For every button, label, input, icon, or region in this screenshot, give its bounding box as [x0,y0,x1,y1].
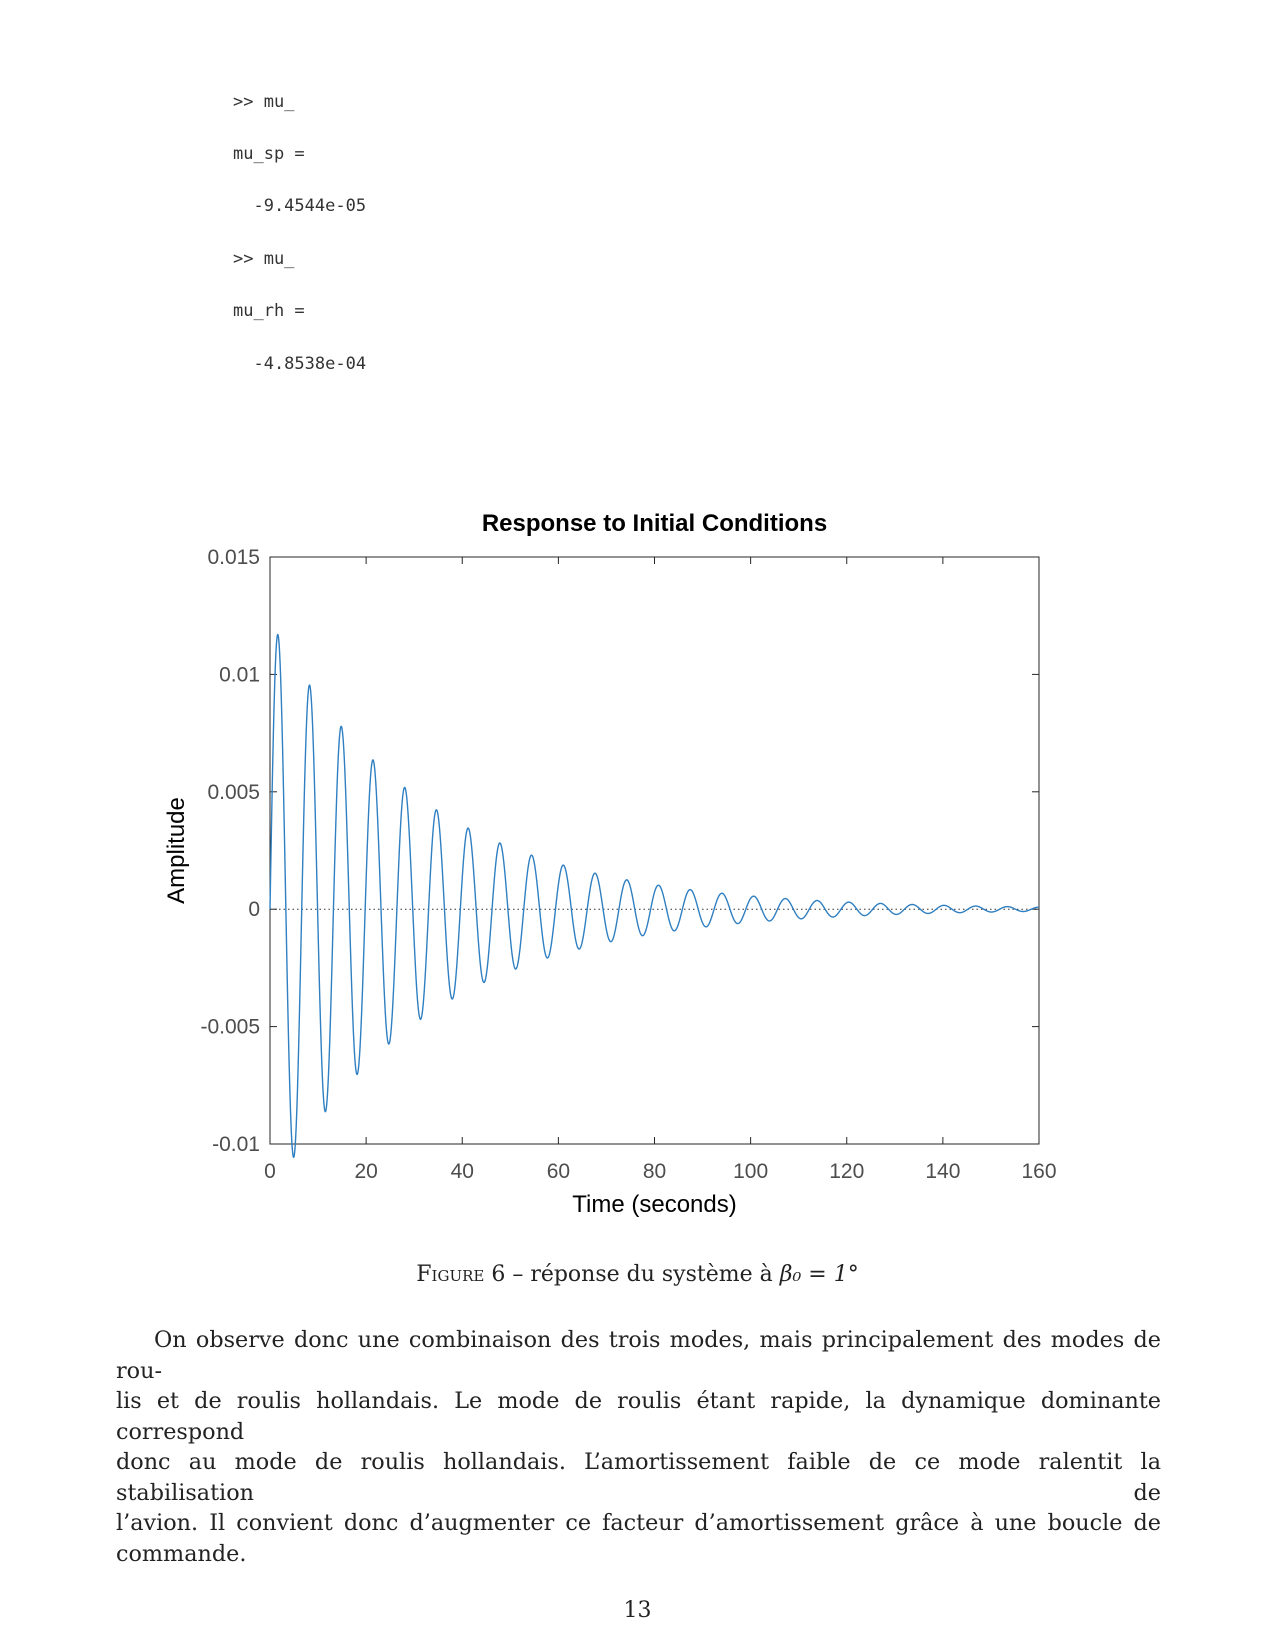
x-tick-label: 80 [643,1160,666,1183]
y-tick-label: 0.01 [219,663,260,686]
response-chart: 0 20 40 60 80 100 120 140 160 -0.01 -0.005 0 0.005 0.… [163,510,1057,1218]
y-tick-label: 0.005 [207,781,260,804]
x-tick-label: 120 [829,1160,864,1183]
x-tick-label: 40 [451,1160,474,1183]
code-line: >> mu_ [233,249,295,269]
x-tick-label: 20 [354,1160,377,1183]
x-tick-label: 140 [925,1160,960,1183]
code-line: >> mu_ [233,92,295,112]
caption-text: – réponse du système à [505,1262,780,1287]
x-tick-label: 160 [1021,1160,1056,1183]
y-tick-label: -0.005 [200,1016,260,1039]
code-line: mu_sp = [233,144,305,164]
x-tick-label: 60 [547,1160,570,1183]
series-line [269,633,1040,1159]
y-axis-label: Amplitude [163,797,190,904]
chart-title: Response to Initial Conditions [482,510,827,537]
paragraph-line: donc au mode de roulis hollandais. L’amo… [116,1449,1161,1506]
paragraph-line: On observe donc une combinaison des troi… [116,1327,1161,1384]
y-tick-label: -0.01 [212,1133,260,1156]
y-tick-label: 0.015 [207,546,260,569]
x-axis-label: Time (seconds) [572,1191,736,1218]
y-tick-label: 0 [248,898,260,921]
page-number: 13 [623,1598,652,1623]
caption-math: β₀ = 1° [779,1262,859,1287]
code-line: -4.8538e-04 [233,354,367,374]
plot-area [269,556,1040,1145]
body-paragraph: On observe donc une combinaison des troi… [116,1325,1161,1569]
paragraph-line: lis et de roulis hollandais. Le mode de … [116,1388,1161,1445]
code-line: mu_rh = [233,301,305,321]
x-tick-label: 100 [733,1160,768,1183]
x-tick-label: 0 [264,1160,276,1183]
paragraph-line: l’avion. Il convient donc d’augmenter ce… [116,1510,1161,1567]
figure-caption: Figure 6 – réponse du système à β₀ = 1° [0,1262,1275,1287]
caption-label: Figure 6 [416,1262,506,1287]
code-line: -9.4544e-05 [233,196,367,216]
